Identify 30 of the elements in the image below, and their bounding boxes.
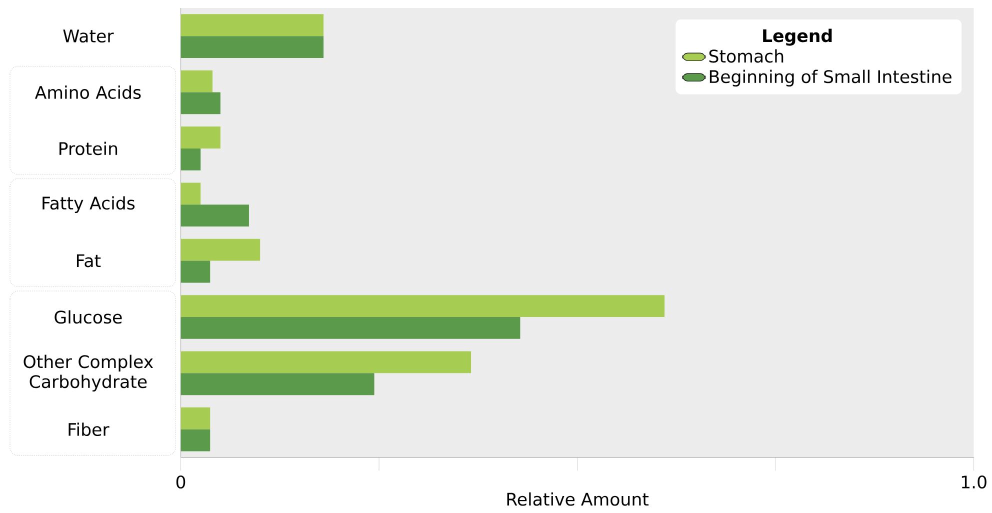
bar bbox=[180, 204, 249, 226]
legend-title: Legend bbox=[763, 28, 832, 46]
y-tick-label: Protein bbox=[60, 142, 118, 155]
x-axis-title: Relative Amount bbox=[507, 492, 649, 506]
x-tick-label: 0 bbox=[176, 475, 186, 488]
bar bbox=[180, 372, 374, 395]
bar bbox=[180, 260, 210, 283]
y-tick-label: Fiber bbox=[68, 422, 110, 436]
y-tick-label: Amino Acids bbox=[34, 85, 141, 99]
bar bbox=[180, 92, 220, 114]
bar bbox=[180, 14, 324, 36]
bar bbox=[180, 294, 665, 317]
bar bbox=[180, 351, 472, 373]
bar bbox=[180, 429, 210, 452]
y-tick-label: Fat bbox=[76, 254, 101, 268]
y-tick-label: Glucose bbox=[54, 310, 122, 324]
bar bbox=[180, 316, 520, 339]
bar bbox=[180, 407, 210, 430]
x-tick-label: 1.0 bbox=[962, 475, 986, 488]
y-tick-label: Other Complex Carbohydrate bbox=[24, 354, 154, 392]
legend-label: Stomach bbox=[709, 49, 784, 63]
bar bbox=[180, 182, 201, 204]
bar bbox=[180, 126, 220, 148]
y-tick-label: Water bbox=[63, 29, 114, 42]
bar bbox=[180, 238, 260, 261]
bar bbox=[180, 148, 201, 170]
bar bbox=[180, 36, 324, 58]
bar bbox=[180, 70, 212, 92]
legend-label: Beginning of Small Intestine bbox=[710, 70, 952, 86]
y-tick-label: Fatty Acids bbox=[42, 196, 135, 213]
